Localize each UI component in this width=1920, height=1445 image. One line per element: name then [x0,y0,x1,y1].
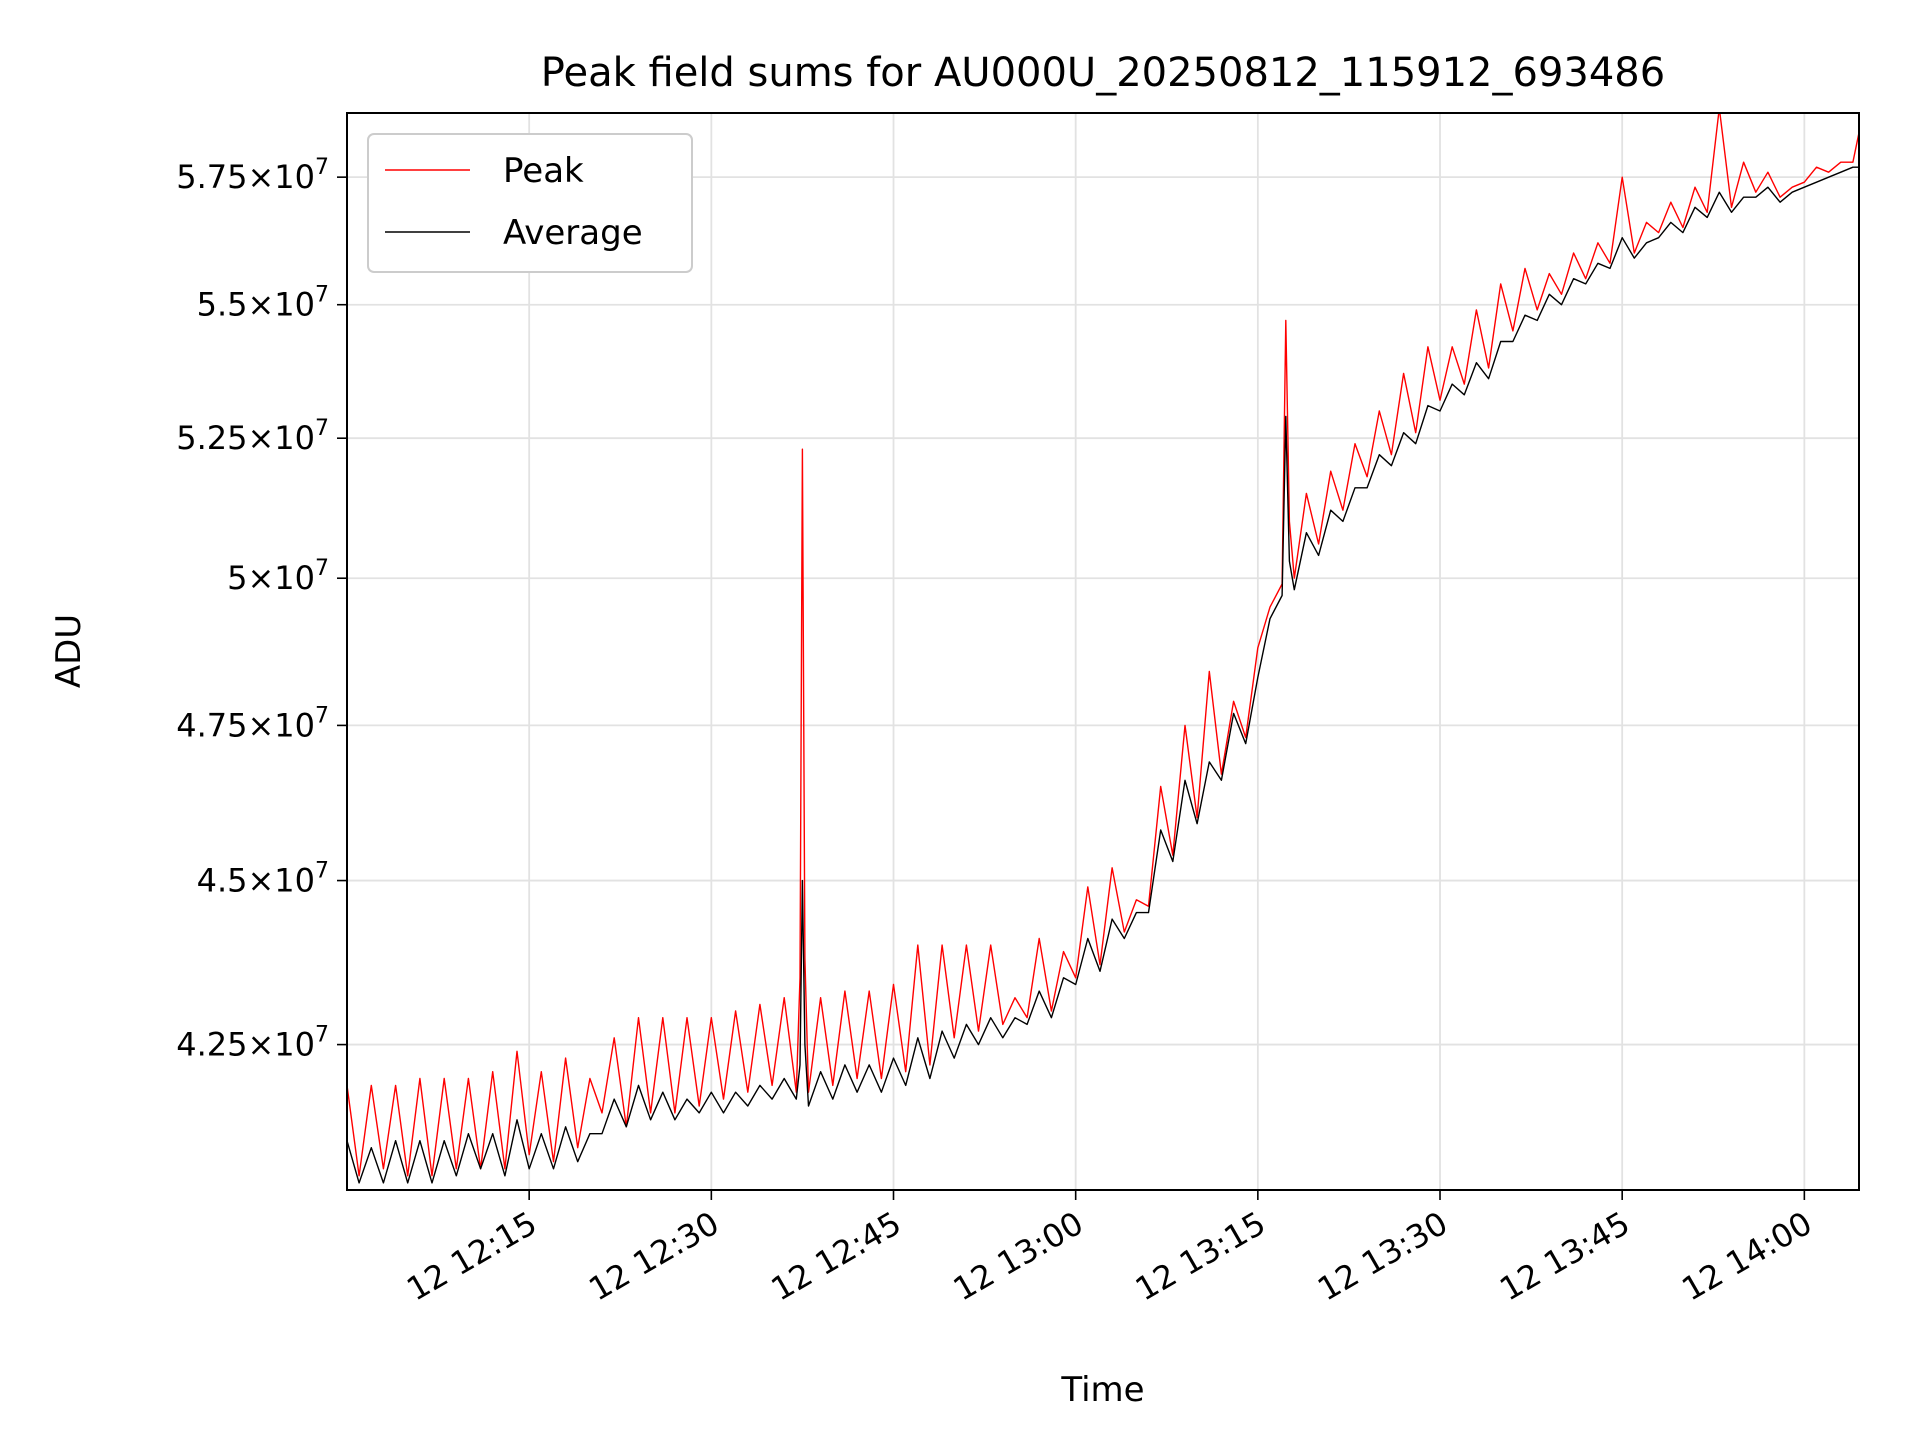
y-tick-label: 5.25×107 [176,416,329,457]
legend-frame [367,133,693,273]
y-axis-label: ADU [49,614,89,688]
series-layer [347,113,1859,1184]
average-series-line [347,166,1859,1184]
y-tick-label: 4.5×107 [197,859,329,900]
grid-layer [347,113,1859,1190]
y-tick-label: 4.75×107 [176,703,329,744]
legend-average-label: Average [503,213,643,253]
y-tick-label: 4.25×107 [176,1023,329,1064]
y-tick-label: 5×107 [227,556,329,597]
plot-area-frame [346,112,1860,1191]
legend-peak-label: Peak [503,151,584,191]
y-tick-label: 5.5×107 [197,283,329,324]
legend: Peak Average [367,133,693,273]
chart-title: Peak field sums for AU000U_20250812_1159… [541,50,1665,96]
y-tick-label: 5.75×107 [176,155,329,196]
peak-series-line [347,113,1859,1177]
x-axis-label: Time [1060,1370,1144,1410]
